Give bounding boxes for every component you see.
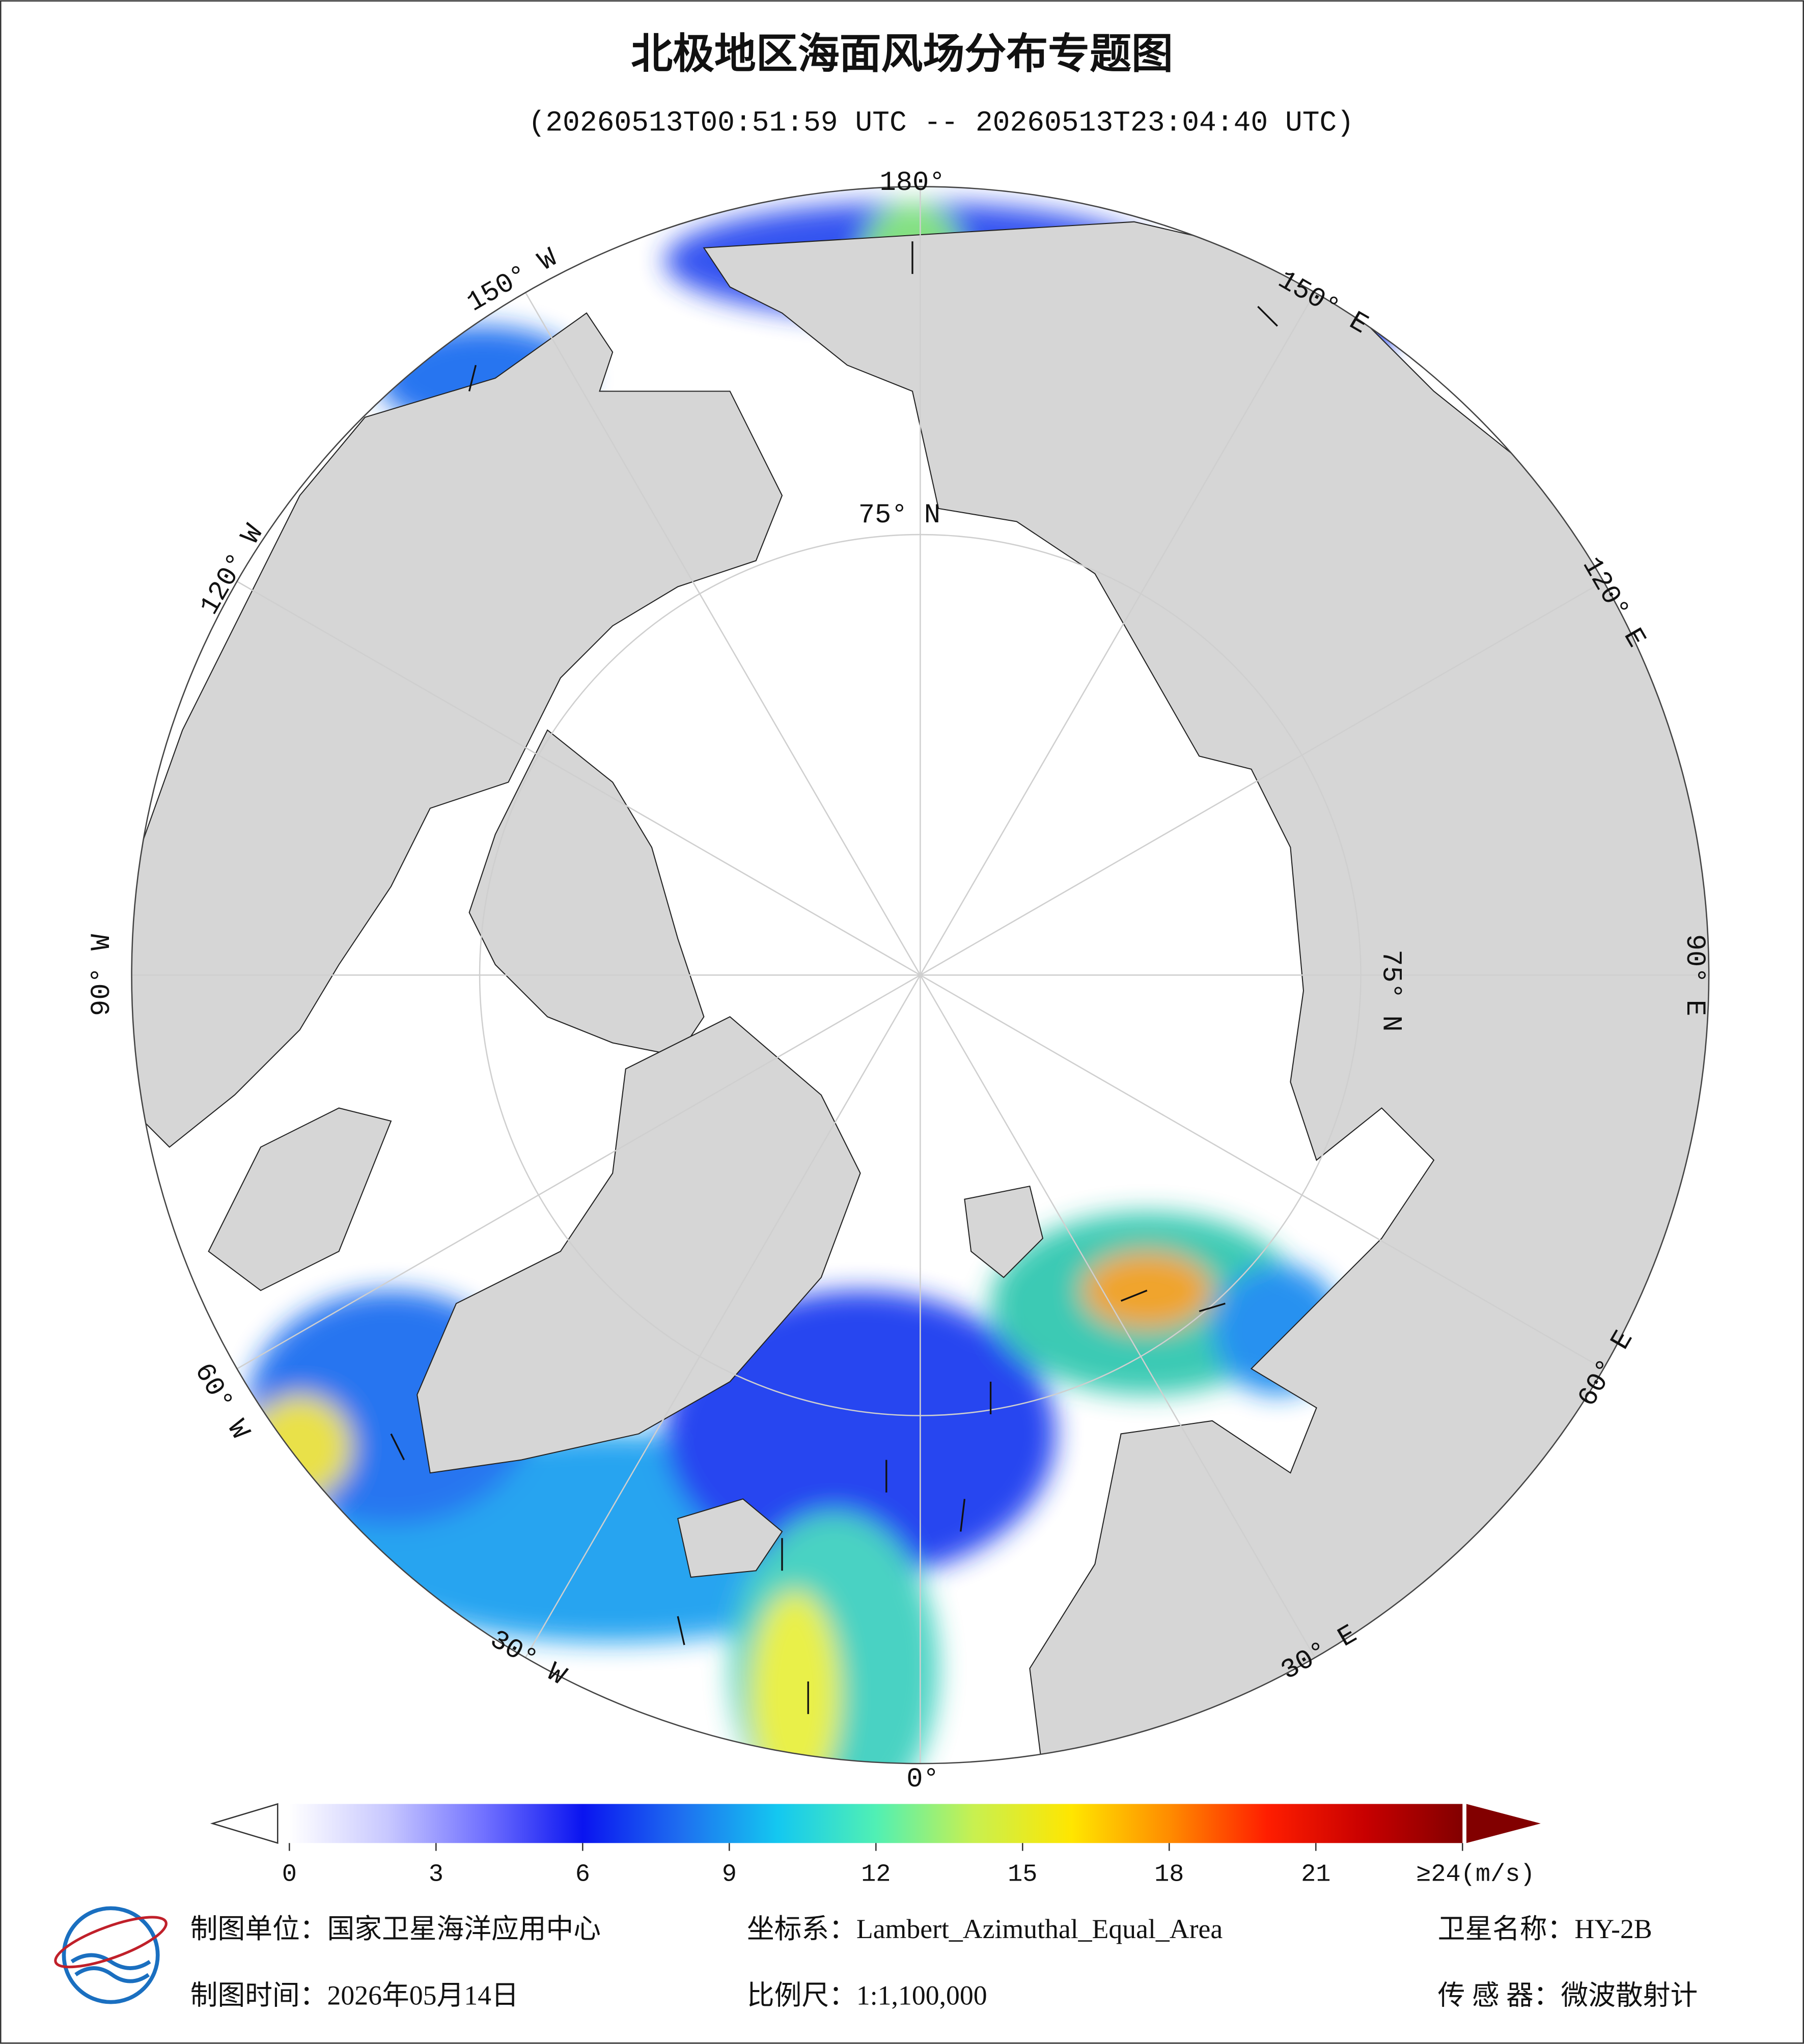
- colorbar-tick-label: 21: [1301, 1861, 1330, 1889]
- colorbar-tick-label: 9: [722, 1861, 737, 1889]
- latitude-label: 75° N: [1375, 949, 1406, 1031]
- colorbar-tick-label: 6: [575, 1861, 590, 1889]
- colorbar-tick-label: 18: [1154, 1861, 1184, 1889]
- colorbar-tick-label: 15: [1008, 1861, 1037, 1889]
- colorbar: 0 3 6 9 12 15 18 21 ≥24(m/s): [210, 1803, 1541, 1889]
- colorbar-tick-label: 3: [429, 1861, 443, 1889]
- logo: [54, 1906, 168, 2004]
- land-iceland: [677, 1498, 783, 1578]
- footer-projection: 坐标系：Lambert_Azimuthal_Equal_Area: [747, 1914, 1223, 1944]
- longitude-label: 0°: [906, 1764, 939, 1795]
- map-border: [131, 186, 1710, 1765]
- subtitle: (20260513T00:51:59 UTC -- 20260513T23:04…: [528, 106, 1354, 139]
- colorbar-tick-label: 12: [861, 1861, 891, 1889]
- graticule: [131, 186, 1709, 1764]
- wind-arrows: [390, 241, 1278, 1714]
- longitude-label: 90° E: [1679, 934, 1710, 1016]
- footer-sensor: 传 感 器：微波散射计: [1438, 1980, 1698, 2011]
- colorbar-tick-label: ≥24(m/s): [1416, 1861, 1535, 1889]
- colorbar-gradient: [289, 1804, 1463, 1843]
- latitude-label: 75° N: [858, 500, 940, 531]
- footer-date: 制图时间：2026年05月14日: [190, 1980, 519, 2011]
- map-disk: [131, 186, 1709, 1764]
- title: 北极地区海面风场分布专题图: [631, 31, 1173, 77]
- longitude-label: 90° W: [87, 934, 118, 1016]
- land-svalbard: [964, 1185, 1044, 1278]
- land-greenland: [417, 1016, 861, 1474]
- footer-unit: 制图单位：国家卫星海洋应用中心: [190, 1914, 601, 1944]
- colorbar-over: [1466, 1804, 1541, 1843]
- land-north-america: [131, 312, 783, 1292]
- footer-satellite: 卫星名称：HY-2B: [1438, 1914, 1652, 1944]
- footer-scale: 比例尺：1:1,100,000: [747, 1980, 987, 2011]
- longitude-label: 180°: [879, 167, 945, 199]
- colorbar-under: [210, 1803, 279, 1844]
- colorbar-tick-label: 0: [282, 1861, 297, 1889]
